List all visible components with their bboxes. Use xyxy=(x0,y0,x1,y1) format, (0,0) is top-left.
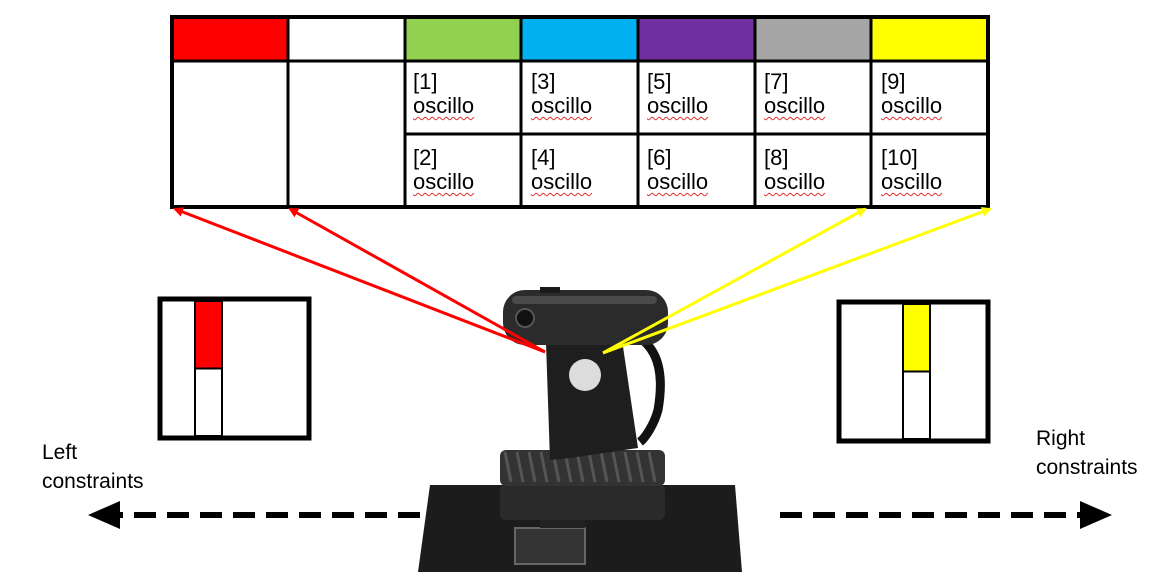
label-line: Right xyxy=(1036,427,1086,450)
red-projection-arrows xyxy=(173,207,546,354)
cell-id: [7] xyxy=(764,69,789,94)
cell-label: oscillo xyxy=(413,169,475,194)
yellow-projection-arrows xyxy=(602,207,992,355)
cell-id: [4] xyxy=(531,145,556,170)
indicator-fill xyxy=(902,303,931,373)
table-cell: [4] oscillo xyxy=(531,146,592,194)
table-cell: [8] oscillo xyxy=(764,146,825,194)
table-cell: [7] oscillo xyxy=(764,70,825,118)
left-direction-arrow xyxy=(88,501,420,529)
gear-lower xyxy=(500,484,665,520)
color-header-cell xyxy=(521,17,638,61)
mapping-table xyxy=(170,15,990,209)
color-header-cell xyxy=(288,17,405,61)
camera-mount-illustration xyxy=(418,287,742,572)
color-header-cell xyxy=(405,17,521,61)
yellow-arrow xyxy=(602,207,867,355)
cell-label: oscillo xyxy=(531,93,593,118)
cell-id: [1] xyxy=(413,69,438,94)
indicator-fill xyxy=(194,300,223,370)
table-cell: [9] oscillo xyxy=(881,70,942,118)
table-cell: [3] oscillo xyxy=(531,70,592,118)
right-indicator-box xyxy=(836,299,991,444)
cell-label: oscillo xyxy=(647,169,709,194)
cell-label: oscillo xyxy=(764,93,826,118)
color-header-cell xyxy=(172,17,288,61)
color-header-cell xyxy=(871,17,988,61)
cell-label: oscillo xyxy=(413,93,475,118)
cell-id: [9] xyxy=(881,69,906,94)
table-cell: [5] oscillo xyxy=(647,70,708,118)
table-cell: [1] oscillo xyxy=(413,70,474,118)
table-cell: [10] oscillo xyxy=(881,146,942,194)
webcam-shine xyxy=(512,296,657,304)
arrowhead xyxy=(88,501,120,529)
cell-label: oscillo xyxy=(881,93,943,118)
cell-label: oscillo xyxy=(881,169,943,194)
label-line: constraints xyxy=(1036,456,1138,479)
cell-id: [8] xyxy=(764,145,789,170)
color-header-cell xyxy=(638,17,755,61)
cell-id: [6] xyxy=(647,145,672,170)
webcam-clip xyxy=(540,287,560,293)
bracket-hole xyxy=(569,359,601,391)
cell-id: [5] xyxy=(647,69,672,94)
indicator-frame xyxy=(157,296,312,441)
right-direction-arrow xyxy=(780,501,1112,529)
red-arrow xyxy=(173,207,546,354)
arrowhead xyxy=(1080,501,1112,529)
base-detail xyxy=(514,527,586,565)
cell-id: [10] xyxy=(881,145,918,170)
cell-label: oscillo xyxy=(531,169,593,194)
color-header-row xyxy=(172,17,988,61)
left-constraints-label: Left constraints xyxy=(42,438,144,496)
cell-id: [2] xyxy=(413,145,438,170)
left-indicator-box xyxy=(157,296,312,441)
cell-id: [3] xyxy=(531,69,556,94)
table-cell: [2] oscillo xyxy=(413,146,474,194)
right-constraints-label: Right constraints xyxy=(1036,424,1138,482)
label-line: Left xyxy=(42,441,78,464)
cell-label: oscillo xyxy=(647,93,709,118)
red-arrow xyxy=(288,207,546,354)
color-header-cell xyxy=(755,17,871,61)
webcam-lens xyxy=(515,308,535,328)
table-border xyxy=(170,15,990,209)
yellow-arrow xyxy=(602,207,992,355)
table-cell: [6] oscillo xyxy=(647,146,708,194)
camera-bracket xyxy=(546,340,638,460)
gear-teeth xyxy=(503,451,657,483)
cell-label: oscillo xyxy=(764,169,826,194)
label-line: constraints xyxy=(42,470,144,493)
